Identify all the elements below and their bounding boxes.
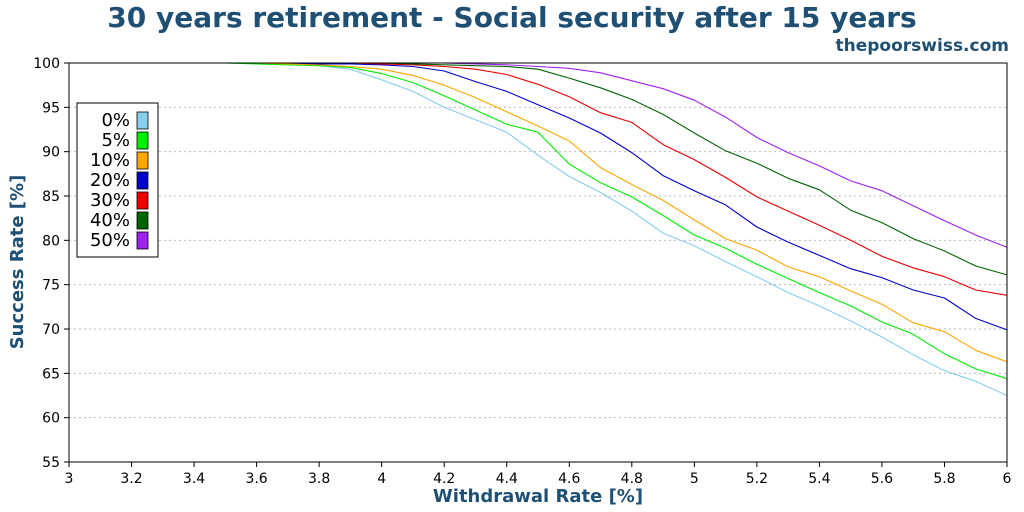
series-line-30pct [69, 62, 1008, 296]
legend-label: 40% [90, 210, 130, 231]
x-tick-label: 3.4 [183, 471, 205, 487]
y-tick-label: 80 [42, 233, 60, 249]
x-tick-label: 5.8 [933, 471, 955, 487]
series-line-0pct [69, 62, 1008, 397]
legend-label: 0% [101, 110, 130, 131]
x-tick-label: 5.4 [808, 471, 830, 487]
legend-swatch [136, 231, 149, 250]
x-tick-label: 5.6 [871, 471, 893, 487]
legend-swatch [136, 171, 149, 190]
x-tick-label: 3.6 [245, 471, 267, 487]
grid-layer [69, 106, 1007, 419]
series-line-5pct [69, 62, 1008, 380]
site-watermark: thepoorswiss.com [836, 36, 1010, 56]
x-tick-label: 4.8 [621, 471, 643, 487]
y-tick-label: 95 [42, 100, 60, 116]
legend-swatch [136, 211, 149, 230]
y-tick-label: 70 [42, 322, 60, 338]
legend-label: 30% [90, 190, 130, 211]
legend-label: 50% [90, 230, 130, 251]
legend-label: 10% [90, 150, 130, 171]
chart-title: 30 years retirement - Social security af… [107, 1, 916, 34]
y-tick-label: 65 [42, 366, 60, 382]
legend-swatch [136, 151, 149, 170]
x-tick-label: 4.2 [433, 471, 455, 487]
x-tick-label: 5 [690, 471, 699, 487]
legend: 0%5%10%20%30%40%50% [76, 102, 159, 258]
x-tick-label: 5.2 [746, 471, 768, 487]
y-tick-label: 90 [42, 145, 60, 161]
x-tick-label: 4 [377, 471, 386, 487]
x-axis-label: Withdrawal Rate [%] [433, 486, 643, 507]
x-tick-label: 6 [1003, 471, 1012, 487]
x-tick-label: 3.2 [120, 471, 142, 487]
y-tick-label: 55 [42, 455, 60, 471]
y-tick-label: 100 [33, 56, 60, 72]
x-tick-label: 4.4 [496, 471, 518, 487]
legend-swatch [136, 131, 149, 150]
x-tick-label: 3 [65, 471, 74, 487]
x-tick-label: 4.6 [558, 471, 580, 487]
legend-label: 20% [90, 170, 130, 191]
series-layer [69, 62, 1008, 397]
y-axis-label: Success Rate [%] [7, 175, 28, 350]
y-tick-label: 75 [42, 278, 60, 294]
x-tick-label: 3.8 [308, 471, 330, 487]
plot-frame [68, 62, 1008, 463]
legend-swatch [136, 191, 149, 210]
y-tick-label: 60 [42, 411, 60, 427]
legend-swatch [136, 111, 149, 130]
y-tick-label: 85 [42, 189, 60, 205]
series-line-40pct [69, 62, 1008, 276]
legend-label: 5% [101, 130, 130, 151]
